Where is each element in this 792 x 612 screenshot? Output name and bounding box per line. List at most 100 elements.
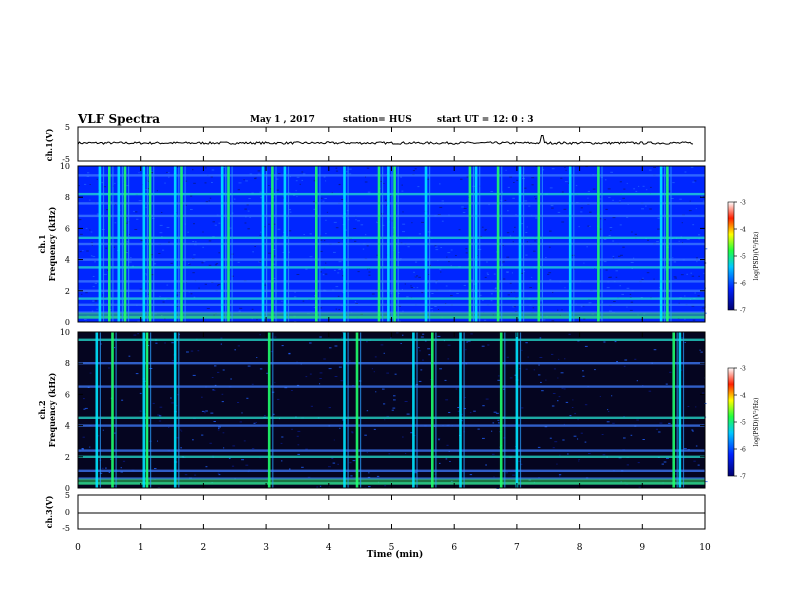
impulse-line bbox=[261, 166, 265, 322]
impulse-line bbox=[108, 166, 111, 322]
ch2-spectrogram-impulses bbox=[95, 332, 685, 488]
x-axis-ticks: 0 1 2 3 4 5 6 7 8 9 10 bbox=[75, 127, 711, 553]
impulse-line bbox=[98, 166, 102, 322]
impulse-line bbox=[267, 332, 271, 488]
impulse-line bbox=[659, 166, 663, 322]
impulse-line bbox=[142, 166, 146, 322]
colorbar-tick-label: -7 bbox=[740, 474, 746, 481]
start-time-label: start UT = 12: 0 : 3 bbox=[437, 115, 534, 125]
impulse-line bbox=[117, 166, 121, 322]
x-axis-label: Time (min) bbox=[367, 549, 424, 560]
impulse-line bbox=[173, 166, 177, 322]
impulse-line bbox=[537, 166, 541, 322]
impulse-line bbox=[142, 332, 146, 488]
impulse-line bbox=[424, 166, 428, 322]
spectral-band bbox=[78, 362, 705, 365]
ch1-spectro-ylabel-1: ch.1 bbox=[37, 234, 47, 253]
spectral-band bbox=[78, 477, 705, 480]
xtick-label: 8 bbox=[577, 543, 583, 553]
xtick-label: 7 bbox=[514, 543, 520, 553]
ch1-ytick-top: 5 bbox=[65, 123, 70, 132]
ch2-spectro-ylabel-1: ch.2 bbox=[37, 400, 47, 419]
chart-title: VLF Spectra bbox=[78, 112, 161, 126]
ytick-label: 4 bbox=[65, 422, 70, 431]
ytick-label: 0 bbox=[65, 484, 70, 493]
ch3-ytick-bottom: -5 bbox=[62, 524, 70, 533]
ch2-spectrogram-panel: 0 2 4 6 8 10 ch.2 Frequency (kHz) bbox=[37, 328, 708, 493]
ytick-label: 10 bbox=[60, 162, 70, 171]
spectral-band bbox=[78, 449, 705, 452]
impulse-line bbox=[597, 166, 600, 322]
spectral-band bbox=[78, 469, 705, 472]
ytick-label: 10 bbox=[60, 328, 70, 337]
ytick-label: 0 bbox=[65, 318, 70, 327]
impulse-line bbox=[123, 166, 127, 322]
impulse-line bbox=[111, 332, 114, 488]
xtick-label: 9 bbox=[639, 543, 645, 553]
impulse-line bbox=[355, 332, 359, 488]
impulse-line bbox=[515, 332, 519, 488]
impulse-line bbox=[145, 332, 149, 488]
impulse-line bbox=[518, 166, 522, 322]
impulse-line bbox=[148, 166, 152, 322]
impulse-line bbox=[220, 166, 224, 322]
colorbar-ch1-label: log(PSD)(V²/Hz) bbox=[753, 232, 760, 281]
xtick-label: 10 bbox=[699, 543, 711, 553]
ytick-label: 2 bbox=[65, 453, 70, 462]
impulse-line bbox=[315, 166, 318, 322]
impulse-line bbox=[227, 166, 230, 322]
ch2-spectro-ylabel-2: Frequency (kHz) bbox=[47, 372, 57, 447]
impulse-line bbox=[678, 332, 682, 488]
impulse-line bbox=[568, 166, 572, 322]
ytick-label: 4 bbox=[65, 256, 70, 265]
colorbar-tick-label: -3 bbox=[740, 200, 746, 207]
impulse-line bbox=[474, 166, 478, 322]
colorbar-tick-label: -7 bbox=[740, 308, 746, 315]
low-frequency-band bbox=[78, 478, 705, 485]
ch1-waveform-line bbox=[77, 135, 694, 146]
impulse-line bbox=[387, 166, 390, 322]
spectral-band bbox=[78, 385, 705, 388]
spectral-band bbox=[78, 455, 705, 458]
station-label: station= HUS bbox=[343, 115, 412, 125]
colorbar-tick-label: -5 bbox=[740, 420, 746, 427]
impulse-line bbox=[95, 332, 99, 488]
ch1-spectrogram-panel: 0 2 4 6 8 10 ch.1 Frequency (kHz) bbox=[37, 162, 708, 327]
xtick-label: 2 bbox=[201, 543, 207, 553]
spectral-band bbox=[78, 424, 705, 427]
spectral-band bbox=[78, 338, 705, 341]
colorbar-ch1-ticks: -3 -4 -5 -6 -7 bbox=[734, 200, 746, 315]
date-label: May 1 , 2017 bbox=[250, 115, 315, 125]
ytick-label: 8 bbox=[65, 359, 70, 368]
impulse-line bbox=[666, 166, 669, 322]
impulse-line bbox=[468, 166, 472, 322]
ytick-label: 8 bbox=[65, 193, 70, 202]
xtick-label: 1 bbox=[138, 543, 144, 553]
impulse-line bbox=[672, 332, 675, 488]
colorbar-tick-label: -3 bbox=[740, 366, 746, 373]
ch1-spectro-ylabel-2: Frequency (kHz) bbox=[47, 206, 57, 281]
ch3-waveform-panel: 5 0 -5 ch.3(V) bbox=[44, 491, 706, 533]
impulse-line bbox=[499, 332, 503, 488]
colorbar-tick-label: -4 bbox=[740, 227, 746, 234]
ytick-label: 2 bbox=[65, 287, 70, 296]
colorbar-tick-label: -4 bbox=[740, 393, 746, 400]
colorbar-tick-label: -5 bbox=[740, 254, 746, 261]
xtick-label: 6 bbox=[451, 543, 457, 553]
impulse-line bbox=[343, 332, 346, 488]
ch3-ylabel: ch.3(V) bbox=[44, 495, 54, 528]
ch1-ylabel: ch.1(V) bbox=[44, 128, 54, 161]
impulse-line bbox=[459, 332, 462, 488]
impulse-line bbox=[180, 166, 183, 322]
colorbar-tick-label: -6 bbox=[740, 281, 746, 288]
impulse-line bbox=[412, 332, 415, 488]
xtick-label: 0 bbox=[75, 543, 81, 553]
ch2-yticks: 0 2 4 6 8 10 bbox=[60, 328, 705, 493]
ch3-ytick-top: 5 bbox=[65, 491, 70, 500]
ch1-yticks: 0 2 4 6 8 10 bbox=[60, 162, 705, 327]
ch1-waveform-panel: 5 -5 ch.1(V) bbox=[44, 123, 706, 164]
impulse-line bbox=[496, 166, 500, 322]
ch3-ytick-mid: 0 bbox=[65, 508, 70, 517]
ytick-label: 6 bbox=[65, 390, 70, 399]
